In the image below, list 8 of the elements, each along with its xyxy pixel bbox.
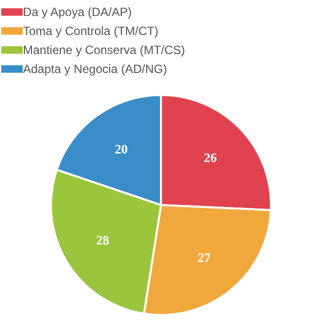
legend-label: Da y Apoya (DA/AP) [23, 5, 132, 19]
data-label: 28 [96, 232, 110, 248]
legend-label: Mantiene y Conserva (MT/CS) [23, 43, 186, 57]
data-label: 20 [114, 142, 128, 157]
legend-label: Toma y Controla (TM/CT) [23, 24, 158, 38]
data-label: 26 [204, 150, 218, 165]
legend-label: Adapta y Negocia (AD/NG) [23, 62, 168, 76]
data-label: 27 [198, 250, 212, 265]
